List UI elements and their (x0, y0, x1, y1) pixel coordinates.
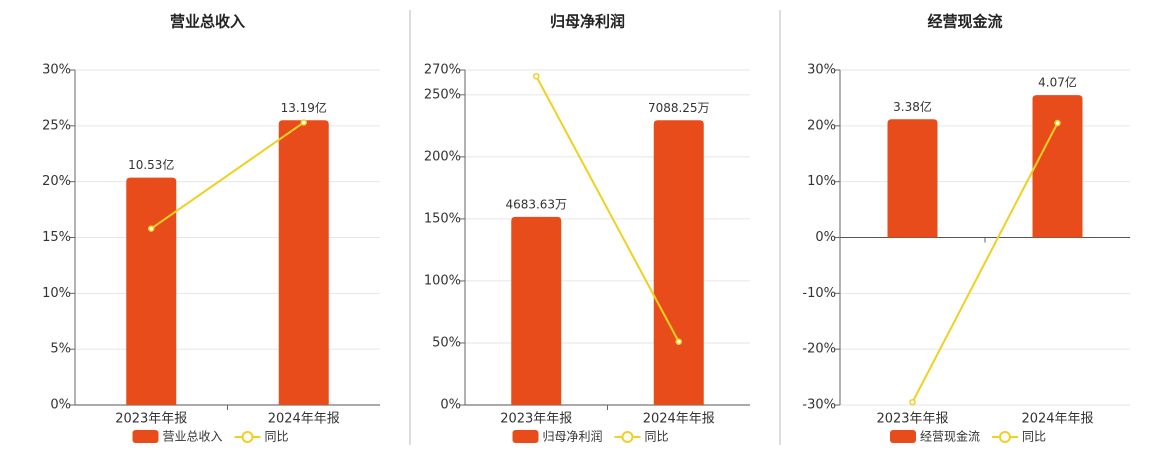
bar (653, 120, 704, 405)
legend-swatch (512, 430, 539, 443)
y-tick-label: 10% (42, 286, 71, 301)
y-tick-label: 200% (424, 149, 461, 164)
y-tick-label: 0% (50, 398, 71, 413)
legend-label: 同比 (265, 430, 289, 444)
bar-value-label: 4683.63万 (505, 197, 567, 211)
y-tick-label: 30% (807, 63, 836, 78)
line-marker (1054, 119, 1061, 127)
y-tick-label: 0% (815, 230, 836, 245)
x-tick-label: 2023年年报 (115, 412, 187, 427)
y-tick-label: 50% (432, 335, 461, 350)
legend-marker (999, 431, 1011, 443)
y-tick-label: 100% (424, 273, 461, 288)
bar (126, 177, 177, 405)
y-tick-label: 250% (424, 87, 461, 102)
y-tick-label: -10% (802, 286, 836, 301)
bar (278, 120, 329, 405)
legend-label: 归母净利润 (543, 430, 603, 444)
legend-marker (241, 431, 254, 443)
x-tick-label: 2023年年报 (500, 412, 572, 427)
y-tick-label: 20% (42, 174, 71, 189)
legend-label: 营业总收入 (163, 430, 223, 444)
bar (1032, 95, 1083, 238)
y-tick-label: 150% (424, 211, 461, 226)
x-tick-label: 2024年年报 (643, 412, 715, 427)
y-tick-label: -30% (802, 398, 836, 413)
line-marker (300, 119, 307, 126)
bar-value-label: 4.07亿 (1038, 75, 1077, 90)
y-tick-label: 270% (424, 63, 461, 78)
line-marker (148, 225, 155, 232)
bar-value-label: 13.19亿 (281, 100, 327, 115)
y-tick-label: 10% (807, 174, 836, 189)
bar-value-label: 7088.25万 (648, 101, 710, 115)
y-tick-label: 15% (42, 230, 71, 245)
x-tick-label: 2024年年报 (268, 412, 340, 427)
bar (887, 119, 938, 238)
line-marker (909, 398, 916, 406)
legend-label: 同比 (1022, 430, 1046, 444)
line (911, 122, 1059, 403)
line-marker (533, 72, 540, 80)
legend-marker (621, 431, 634, 443)
chart-title: 归母净利润 (550, 13, 625, 31)
x-tick-label: 2024年年报 (1021, 412, 1093, 427)
bar-value-label: 10.53亿 (128, 157, 174, 172)
bar (511, 216, 562, 405)
line-marker (675, 338, 682, 345)
legend-label: 同比 (645, 430, 669, 444)
legend-swatch (890, 430, 916, 443)
legend-swatch (132, 430, 159, 443)
bar-value-label: 3.38亿 (893, 99, 932, 114)
y-tick-label: 30% (42, 63, 71, 78)
y-tick-label: -20% (802, 342, 836, 357)
y-tick-label: 20% (807, 118, 836, 133)
x-tick-label: 2023年年报 (876, 412, 948, 427)
line (150, 121, 305, 230)
chart-title: 营业总收入 (170, 13, 245, 31)
y-tick-label: 5% (50, 342, 71, 357)
legend-label: 经营现金流 (920, 429, 980, 444)
chart-title: 经营现金流 (927, 13, 1002, 31)
line (535, 75, 680, 343)
y-tick-label: 0% (440, 398, 461, 413)
y-tick-label: 25% (42, 118, 71, 133)
